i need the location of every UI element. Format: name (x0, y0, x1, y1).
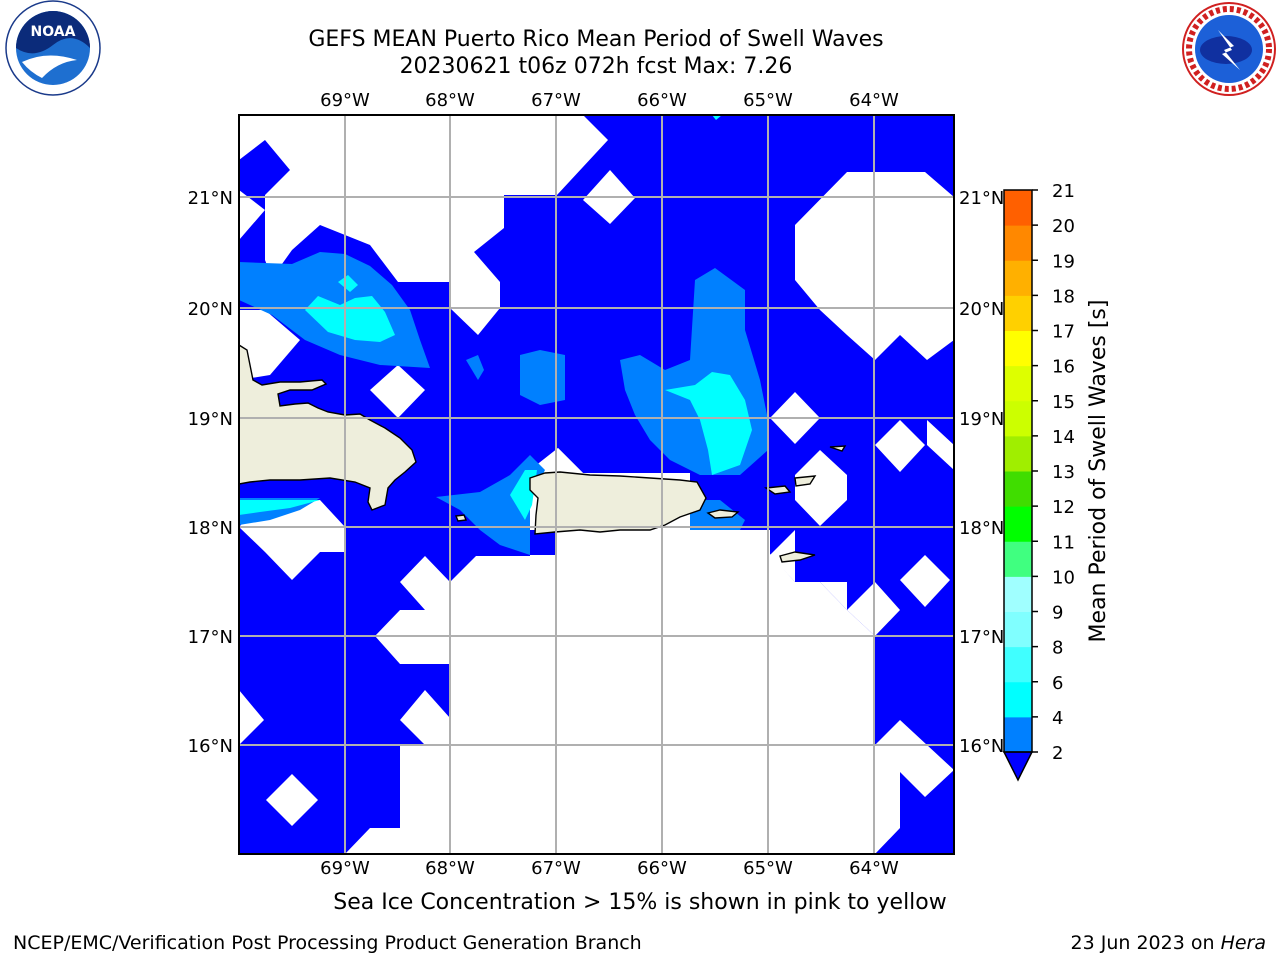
graticule (239, 115, 954, 854)
colorbar-tick-label: 19 (1052, 251, 1075, 272)
lon-label: 66°W (637, 858, 687, 879)
map-frame (238, 114, 955, 855)
credit-text: NCEP/EMC/Verification Post Processing Pr… (13, 932, 642, 954)
colorbar-tick-label: 14 (1052, 427, 1075, 448)
colorbar-segment (1004, 190, 1032, 226)
lat-label: 20°N (959, 299, 1004, 320)
lat-label: 21°N (188, 188, 233, 209)
colorbar-tick-label: 4 (1052, 708, 1063, 729)
colorbar-tick-label: 6 (1052, 673, 1063, 694)
lat-labels-right: 21°N 20°N 19°N 18°N 17°N 16°N (959, 188, 1004, 757)
mona-island (455, 514, 467, 522)
colorbar-under-arrow (1002, 751, 1034, 782)
virgin-islands-2 (794, 475, 817, 487)
lon-labels-bottom: 69°W 68°W 67°W 66°W 65°W 64°W (320, 858, 899, 879)
colorbar-segment (1004, 611, 1032, 648)
lon-label: 66°W (637, 90, 687, 111)
colorbar-tick-label: 15 (1052, 392, 1075, 413)
date-stamp: 23 Jun 2023 on Hera (1071, 932, 1266, 954)
colorbar-segment (1004, 646, 1032, 683)
lon-label: 68°W (425, 90, 475, 111)
machine-name: Hera (1220, 932, 1266, 954)
hispaniola (239, 344, 417, 511)
lat-label: 16°N (959, 736, 1004, 757)
lat-label: 16°N (188, 736, 233, 757)
colorbar: 2 4 6 8 9 10 11 12 13 14 15 16 17 18 19 20 21 (1002, 181, 1075, 782)
chart-subtitle: 20230621 t06z 072h fcst Max: 7.26 (399, 54, 793, 79)
colorbar-segment (1004, 330, 1032, 367)
colorbar-segment (1004, 716, 1032, 753)
colorbar-tick-label: 2 (1052, 743, 1063, 764)
noaa-logo: NOAA (5, 0, 101, 96)
lon-labels-top: 69°W 68°W 67°W 66°W 65°W 64°W (320, 90, 899, 111)
lon-label: 69°W (320, 90, 370, 111)
st-croix (779, 551, 816, 563)
lat-label: 17°N (959, 627, 1004, 648)
colorbar-segment (1004, 365, 1032, 402)
colorbar-tick-label: 9 (1052, 603, 1063, 624)
colorbar-segment (1004, 260, 1032, 296)
lon-label: 69°W (320, 858, 370, 879)
colorbar-segment (1004, 506, 1032, 542)
date-text: 23 Jun 2023 on (1070, 932, 1221, 954)
lon-label: 64°W (849, 90, 899, 111)
lat-label: 18°N (188, 518, 233, 539)
chart-title: GEFS MEAN Puerto Rico Mean Period of Swe… (308, 27, 884, 52)
colorbar-tick-label: 8 (1052, 638, 1063, 659)
colorbar-tick-label: 12 (1052, 497, 1075, 518)
lat-label: 17°N (188, 627, 233, 648)
colorbar-label: Mean Period of Swell Waves [s] (1086, 300, 1111, 643)
colorbar-tick-label: 13 (1052, 462, 1075, 483)
lat-labels-left: 21°N 20°N 19°N 18°N 17°N 16°N (188, 188, 233, 757)
lon-label: 65°W (743, 90, 793, 111)
colorbar-tick-label: 16 (1052, 357, 1075, 378)
svg-text:NOAA: NOAA (31, 24, 76, 40)
colorbar-tick-label: 20 (1052, 216, 1075, 237)
lon-label: 65°W (743, 858, 793, 879)
colorbar-segment (1004, 400, 1032, 437)
virgin-islands (763, 485, 792, 495)
sea-ice-note: Sea Ice Concentration > 15% is shown in … (333, 890, 947, 915)
lat-label: 19°N (959, 409, 1004, 430)
lat-label: 21°N (959, 188, 1004, 209)
colorbar-segment (1004, 541, 1032, 577)
colorbar-segment (1004, 225, 1032, 261)
lon-label: 68°W (425, 858, 475, 879)
colorbar-tick-label: 21 (1052, 181, 1075, 202)
colorbar-segment (1004, 681, 1032, 718)
lat-label: 19°N (188, 409, 233, 430)
lon-label: 64°W (849, 858, 899, 879)
colorbar-tick-label: 11 (1052, 532, 1075, 553)
vieques (706, 509, 740, 519)
colorbar-segment (1004, 295, 1032, 331)
nws-logo (1182, 2, 1276, 96)
lon-label: 67°W (531, 858, 581, 879)
colorbar-segment (1004, 471, 1032, 507)
lat-label: 18°N (959, 518, 1004, 539)
lat-label: 20°N (188, 299, 233, 320)
colorbar-tick-label: 18 (1052, 286, 1075, 307)
colorbar-segment (1004, 576, 1032, 612)
colorbar-segment (1004, 435, 1032, 472)
colorbar-tick-label: 10 (1052, 567, 1075, 588)
anguilla (829, 445, 847, 452)
lon-label: 67°W (531, 90, 581, 111)
colorbar-tick-label: 17 (1052, 322, 1075, 343)
